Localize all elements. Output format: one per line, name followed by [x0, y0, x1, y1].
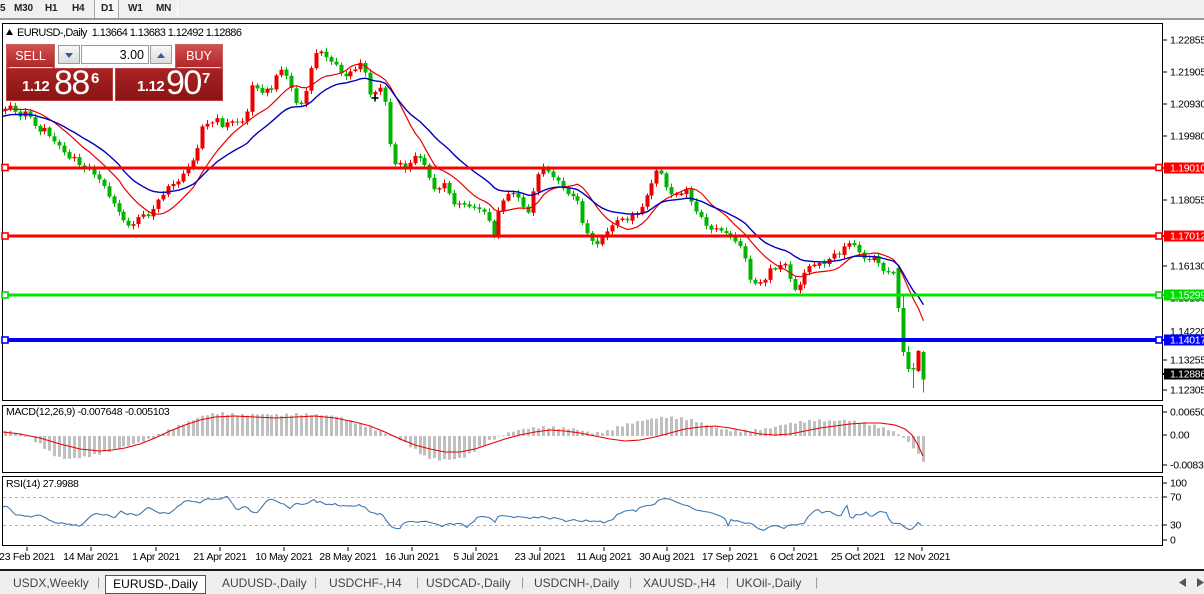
svg-text:16 Jun 2021: 16 Jun 2021 — [385, 551, 440, 563]
svg-text:EURUSD-,Daily 1.13664 1.13683: EURUSD-,Daily 1.13664 1.13683 1.12492 1.… — [17, 27, 242, 39]
svg-text:28 May 2021: 28 May 2021 — [319, 551, 377, 563]
svg-text:1.18055: 1.18055 — [1170, 195, 1204, 207]
svg-text:1.20930: 1.20930 — [1170, 99, 1204, 111]
svg-text:1.21905: 1.21905 — [1170, 67, 1204, 79]
svg-text:21 Apr 2021: 21 Apr 2021 — [193, 551, 247, 563]
svg-text:5 Jul 2021: 5 Jul 2021 — [453, 551, 499, 563]
svg-text:1.22855: 1.22855 — [1170, 35, 1204, 47]
svg-text:1 Apr 2021: 1 Apr 2021 — [132, 551, 180, 563]
svg-text:30: 30 — [1170, 520, 1182, 532]
svg-text:1.17012: 1.17012 — [1170, 231, 1204, 243]
svg-text:0.00: 0.00 — [1170, 430, 1190, 442]
svg-text:17 Sep 2021: 17 Sep 2021 — [702, 551, 759, 563]
svg-text:10 May 2021: 10 May 2021 — [255, 551, 313, 563]
svg-text:0: 0 — [1170, 535, 1176, 547]
svg-text:23 Jul 2021: 23 Jul 2021 — [515, 551, 566, 563]
svg-text:23 Feb 2021: 23 Feb 2021 — [0, 551, 55, 563]
svg-text:1.16130: 1.16130 — [1170, 261, 1204, 273]
svg-text:14 Mar 2021: 14 Mar 2021 — [63, 551, 119, 563]
svg-text:RSI(14) 27.9988: RSI(14) 27.9988 — [6, 478, 79, 490]
svg-text:6 Oct 2021: 6 Oct 2021 — [770, 551, 819, 563]
svg-text:1.14017: 1.14017 — [1170, 335, 1204, 347]
svg-text:1.15299: 1.15299 — [1170, 290, 1204, 302]
svg-text:1.13255: 1.13255 — [1170, 355, 1204, 367]
svg-text:70: 70 — [1170, 492, 1182, 504]
svg-text:1.19980: 1.19980 — [1170, 131, 1204, 143]
svg-text:25 Oct 2021: 25 Oct 2021 — [831, 551, 885, 563]
svg-text:100: 100 — [1170, 478, 1187, 490]
svg-text:0.00650: 0.00650 — [1170, 407, 1204, 419]
svg-text:1.12305: 1.12305 — [1170, 385, 1204, 397]
svg-text:1.12886: 1.12886 — [1170, 369, 1204, 381]
svg-text:MACD(12,26,9) -0.007648 -0.005: MACD(12,26,9) -0.007648 -0.005103 — [6, 406, 170, 418]
svg-text:11 Aug 2021: 11 Aug 2021 — [577, 551, 632, 563]
svg-text:30 Aug 2021: 30 Aug 2021 — [639, 551, 695, 563]
svg-text:12 Nov 2021: 12 Nov 2021 — [894, 551, 951, 563]
svg-text:1.19010: 1.19010 — [1170, 163, 1204, 175]
svg-text:-0.00832: -0.00832 — [1170, 460, 1204, 472]
